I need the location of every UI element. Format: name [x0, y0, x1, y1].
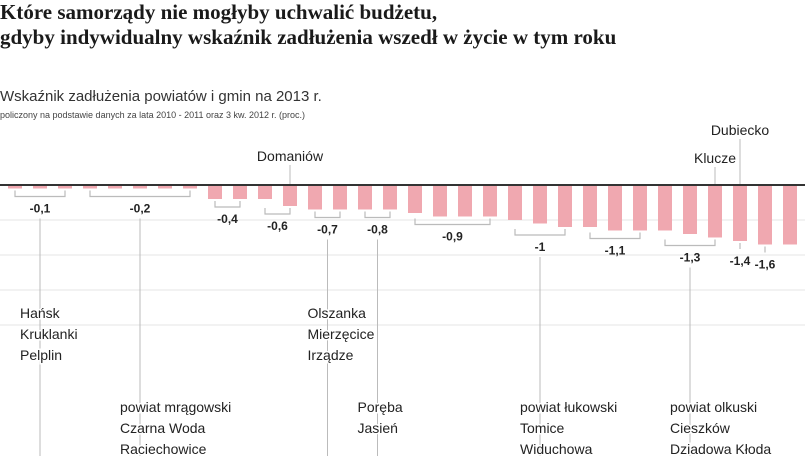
value-label-11: -1,6 [755, 258, 776, 272]
bottom-annotation-1-line-1: Czarna Woda [120, 420, 206, 436]
bottom-annotation-3-line-1: Jasień [358, 420, 398, 436]
value-label-9: -1,3 [680, 251, 701, 265]
chart-title: Które samorządy nie mogłyby uchwalić bud… [0, 0, 805, 50]
group-bracket-1 [89, 190, 191, 198]
bar-29 [733, 185, 747, 241]
bar-4 [108, 185, 122, 189]
bar-0 [8, 185, 22, 189]
bar-7 [183, 185, 197, 189]
chart-note: policzony na podstawie danych za lata 20… [0, 110, 306, 120]
bottom-annotation-0-line-1: Kruklanki [20, 326, 78, 342]
bar-6 [158, 185, 172, 189]
top-annotation-2: Klucze [694, 150, 736, 166]
group-bracket-5 [364, 211, 391, 219]
bar-10 [258, 185, 272, 199]
group-bracket-8 [589, 232, 641, 240]
title-line-2: gdyby indywidualny wskaźnik zadłużenia w… [0, 25, 617, 49]
bar-28 [708, 185, 722, 238]
bar-9 [233, 185, 247, 199]
value-label-8: -1,1 [605, 244, 626, 258]
bar-13 [333, 185, 347, 210]
value-label-2: -0,4 [217, 212, 238, 226]
bottom-annotation-5-line-1: Cieszków [670, 420, 731, 436]
bar-31 [783, 185, 797, 245]
bottom-annotation-4-line-1: Tomice [520, 420, 565, 436]
bottom-annotation-0-line-0: Hańsk [20, 305, 61, 321]
bottom-annotation-2-line-0: Olszanka [308, 305, 367, 321]
bar-26 [658, 185, 672, 231]
bottom-annotation-0-line-2: Pelplin [20, 347, 62, 363]
bar-8 [208, 185, 222, 199]
bar-19 [483, 185, 497, 217]
bar-1 [33, 185, 47, 189]
value-label-3: -0,6 [267, 219, 288, 233]
bottom-annotation-4-line-2: Widuchowa [520, 441, 593, 456]
group-bracket-2 [214, 201, 241, 208]
bar-21 [533, 185, 547, 224]
value-label-7: -1 [535, 240, 546, 254]
top-annotation-1: Dubiecko [711, 122, 770, 138]
bar-3 [83, 185, 97, 189]
bottom-annotation-2-line-2: Irządze [308, 347, 354, 363]
group-bracket-7 [514, 229, 566, 236]
bar-23 [583, 185, 597, 227]
bottom-annotation-5-line-2: Dziadowa Kłoda [670, 441, 771, 456]
bar-12 [308, 185, 322, 210]
bottom-annotation-3-line-0: Poręba [358, 399, 403, 415]
bottom-annotation-1-line-0: powiat mrągowski [120, 399, 231, 415]
value-label-4: -0,7 [317, 223, 338, 237]
bar-16 [408, 185, 422, 213]
group-bracket-0 [14, 190, 66, 198]
bar-11 [283, 185, 297, 206]
bar-2 [58, 185, 72, 189]
bar-22 [558, 185, 572, 227]
bottom-annotation-2-line-1: Mierzęcice [308, 326, 375, 342]
top-annotation-0: Domaniów [257, 148, 324, 164]
group-bracket-9 [664, 239, 716, 247]
value-label-0: -0,1 [30, 202, 51, 216]
chart-subtitle: Wskaźnik zadłużenia powiatów i gmin na 2… [0, 88, 322, 105]
bar-30 [758, 185, 772, 245]
bar-14 [358, 185, 372, 210]
bar-24 [608, 185, 622, 231]
group-bracket-6 [414, 218, 491, 226]
value-label-10: -1,4 [730, 254, 751, 268]
bottom-annotation-5-line-0: powiat olkuski [670, 399, 757, 415]
bar-20 [508, 185, 522, 220]
bar-5 [133, 185, 147, 189]
group-bracket-3 [264, 208, 291, 215]
bar-17 [433, 185, 447, 217]
bottom-annotation-4-line-0: powiat łukowski [520, 399, 617, 415]
bar-15 [383, 185, 397, 210]
bar-25 [633, 185, 647, 231]
title-line-1: Które samorządy nie mogłyby uchwalić bud… [0, 0, 438, 24]
value-label-6: -0,9 [442, 230, 463, 244]
bar-18 [458, 185, 472, 217]
value-label-5: -0,8 [367, 223, 388, 237]
bottom-annotation-1-line-2: Raciechowice [120, 441, 207, 456]
group-bracket-4 [314, 211, 341, 219]
value-label-1: -0,2 [130, 202, 151, 216]
bar-27 [683, 185, 697, 234]
